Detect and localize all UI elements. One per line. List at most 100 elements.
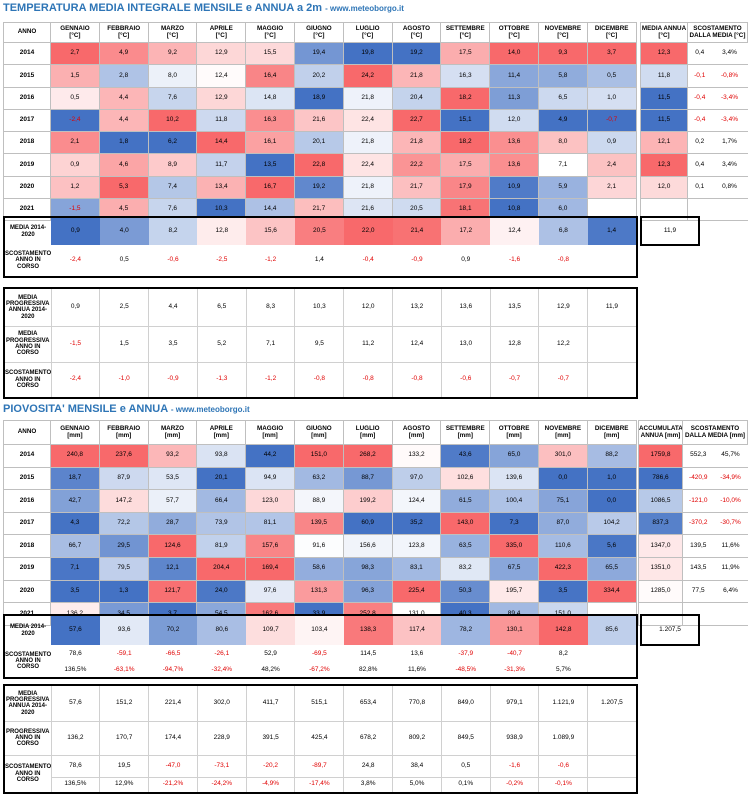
scost-cell: 1,4 [314,256,324,264]
month-unit: [°C] [410,31,423,39]
data-cell: 44,2 [245,444,295,468]
annual-deviation: -121,0 [682,489,714,513]
data-cell: 81,9 [196,534,247,558]
prog-cell: 1.121,9 [538,684,589,722]
data-cell: 88,7 [342,466,393,491]
data-cell: 20,1 [196,466,247,491]
annual-deviation-pct: -34,9% [713,466,748,491]
precipitation-media-annual-box: 1.207,5 [640,614,700,646]
prog-scost-cell: 78,6 [50,754,101,778]
prog-scost-pct-cell [587,776,638,794]
annual-deviation-pct [711,198,748,222]
data-cell: 139,5 [293,511,344,536]
scost-pct-cell: -48,5% [455,665,477,673]
header-month-3: MARZO [mm] [147,420,198,445]
annual-deviation-pct: -3,4% [711,108,748,133]
month-unit: [°C] [508,31,520,39]
prog-cur-cell [587,325,638,363]
data-cell: 0,9 [586,131,637,155]
data-cell: 10,2 [147,108,198,133]
annual-value: 11,8 [640,64,688,88]
row-year: 2020 [3,175,51,200]
data-cell: 42,7 [50,489,100,513]
annual-deviation: 0,4 [687,153,712,177]
annual-value: 12,3 [640,41,688,66]
data-cell: 58,6 [293,556,344,581]
media-cell: 78,2 [441,615,491,645]
month-name: GIUGNO [306,24,332,32]
annual-deviation-pct: -3,4% [711,86,748,110]
data-cell: 335,0 [489,534,539,558]
month-name: MARZO [160,24,185,32]
prog-scost-cell: -73,1 [196,754,247,778]
data-cell: 97,6 [245,579,295,604]
prog-cell: 2,5 [99,287,150,327]
scost-pct-cell: 48,2% [261,665,280,673]
annual-deviation: -0,1 [687,64,712,88]
prog-cur-cell: 228,9 [196,720,247,756]
data-cell: 240,8 [50,444,100,468]
month-unit: [°C] [118,31,130,39]
data-cell: 2,7 [50,41,100,66]
prog-cell: 411,7 [245,684,296,722]
annual-value: 786,6 [638,466,683,491]
header-month-11: NOVEMBRE [mm] [537,420,588,445]
data-cell: 0,9 [50,153,100,177]
data-cell: 237,6 [98,444,149,468]
header-month-9: SETTEMBRE [mm] [440,420,491,445]
row-year: 2015 [3,466,51,491]
annual-value: 1086,5 [638,489,683,513]
media-cell: 15,6 [246,217,295,245]
data-cell: 169,4 [245,556,295,581]
data-cell: 8,0 [147,64,198,88]
media-cell: 70,2 [148,615,198,645]
data-cell: 13,4 [196,175,247,200]
annual-value [640,198,688,222]
data-cell: 121,7 [147,579,198,604]
month-unit: [mm] [262,431,278,439]
data-cell: 79,5 [98,556,149,581]
data-cell: 14,0 [489,41,539,66]
data-cell: 75,1 [537,489,588,513]
data-cell: 19,2 [391,41,442,66]
media-label: MEDIA 2014-2020 [9,225,47,238]
scost-label: SCOSTAMENTO ANNO IN CORSO [5,651,51,671]
prog-scost-pct-cell: -17,4% [294,776,345,794]
month-name: NOVEMBRE [544,24,582,32]
scost-pct-cell: 82,8% [358,665,378,673]
month-name: MARZO [160,424,185,432]
prog-scost-cell: -20,2 [245,754,296,778]
data-cell: 81,1 [245,511,295,536]
data-cell: 21,6 [293,108,344,133]
table-row: 2018 2,1 1,8 6,2 14,4 16,1 20,1 21,8 21,8 18,2 13,… [3,131,637,155]
annual-deviation-pct: 6,4% [713,579,748,604]
prog-cell: 515,1 [294,684,345,722]
month-unit: [°C] [166,31,179,39]
month-unit: [mm] [555,431,571,439]
prog-scost-cell: -0,9 [148,361,198,399]
row-year: 2017 [3,108,51,133]
temperature-progressive-table: MEDIA PROGRESSIVA ANNUA 2014-2020 0,9 2,5 4… [3,287,638,399]
scost-cell: -1,2 [264,256,277,264]
prog-scost-cell: -0,8 [343,361,394,399]
month-unit: [mm] [311,431,327,439]
scost-pct-cell: 136,5% [64,665,87,673]
scost-cell: 0,9 [461,256,471,264]
temperature-site-link[interactable]: - www.meteoborgo.it [325,4,404,13]
prog-scost-pct-cell: 12,9% [99,776,150,794]
annual-deviation-pct: -0,8% [711,64,748,88]
media-cell: 20,5 [294,217,344,245]
prog-scost-cell: -89,7 [294,754,345,778]
scost-pct-cell: 11,6% [408,665,426,673]
data-cell: 19,4 [293,41,344,66]
prog-cell: 10,3 [294,287,345,327]
data-cell: 204,4 [196,556,247,581]
data-cell: 6,2 [147,131,198,155]
data-cell: 7,3 [489,511,539,536]
temperature-main-table: ANNO GENNAIO [°C] FEBBRAIO [°C] MARZO [°C] APRI… [3,22,637,222]
precipitation-site-link[interactable]: - www.meteoborgo.it [170,405,250,414]
data-cell: 10,9 [489,175,539,200]
data-cell: 16,7 [245,175,295,200]
scost-cell: -2,4 [69,256,81,264]
data-cell: 123,8 [391,534,442,558]
